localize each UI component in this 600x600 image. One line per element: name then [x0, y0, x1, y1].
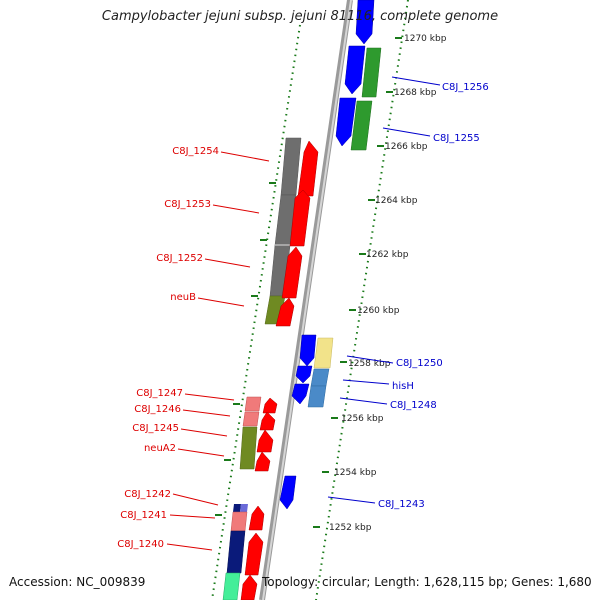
cds-c8j-1254	[280, 137, 302, 196]
gene-features-middle	[264, 137, 319, 327]
gene-label: C8J_1253	[164, 199, 211, 210]
gene-label: C8J_1255	[433, 133, 480, 144]
backbone	[259, 0, 353, 600]
gene-c8j-1246	[259, 411, 276, 431]
scale-label: 1266 kbp	[385, 142, 428, 152]
cds-c8j-1240	[226, 530, 246, 574]
gene-label: C8J_1243	[378, 499, 425, 510]
accession-label: Accession:	[9, 575, 73, 589]
cds-c8j-1241	[230, 511, 248, 532]
gene-c8j-1257	[355, 0, 375, 45]
gene-neub	[275, 297, 295, 327]
gene-c8j-1255	[335, 97, 357, 147]
scale-label: 1254 kbp	[334, 468, 377, 478]
gene-label: C8J_1254	[172, 146, 219, 157]
gene-label: C8J_1240	[117, 539, 164, 550]
gene-c8j-1254	[297, 140, 319, 197]
cds-c8j-1242	[233, 504, 241, 512]
gene-c8j-1253	[289, 189, 311, 247]
gene-c8j-1250	[299, 334, 317, 367]
topology-value: circular	[321, 575, 367, 589]
gene-label: hisH	[392, 381, 414, 392]
gene-neua2	[254, 451, 271, 472]
scale-label: 1256 kbp	[341, 414, 384, 424]
scale-label: 1252 kbp	[329, 523, 372, 533]
gene-c8j-1242	[248, 505, 265, 531]
scale-label: 1262 kbp	[366, 250, 409, 260]
right-callouts	[327, 76, 441, 504]
scale-label: 1270 kbp	[404, 34, 447, 44]
cds-c8j-1248	[307, 385, 327, 408]
cds-c8j-1246	[242, 411, 260, 427]
genome-summary: Topology: circular; Length: 1,628,115 bp…	[262, 575, 592, 589]
gene-features-top	[335, 0, 382, 151]
map-title: Campylobacter jejuni subsp. jejuni 81116…	[101, 9, 499, 24]
gene-label: neuB	[170, 292, 196, 303]
gene-c8j-1239	[240, 574, 258, 600]
gene-features-neua2	[239, 396, 278, 472]
length-value: 1,628,115 bp	[423, 575, 504, 589]
gene-label: C8J_1256	[442, 82, 489, 93]
cds-c8j-1250	[313, 337, 334, 369]
accession-value: NC_009839	[76, 575, 146, 589]
scale-label: 1260 kbp	[357, 306, 400, 316]
gene-c8j-1243	[279, 475, 297, 510]
cds-c8j-1245	[239, 426, 258, 470]
gene-hish	[295, 365, 313, 384]
cds-c8j-1256	[361, 47, 382, 98]
accession-info: Accession: NC_009839	[9, 575, 145, 589]
gene-features-bottom	[222, 504, 265, 600]
length-label: Length:	[374, 575, 420, 589]
genes-value: 1,680	[557, 575, 592, 589]
topology-label: Topology:	[262, 575, 319, 589]
gene-label: C8J_1245	[132, 423, 179, 434]
cds-c8j-1255	[350, 100, 373, 151]
scale-label: 1268 kbp	[394, 88, 437, 98]
scale-label: 1258 kbp	[348, 359, 391, 369]
gene-features-hish	[291, 334, 334, 408]
scale-labels: 1270 kbp 1268 kbp 1266 kbp 1264 kbp 1262…	[329, 34, 447, 533]
scale-ticks	[215, 37, 402, 528]
gene-c8j-1245	[256, 429, 274, 453]
scale-label: 1264 kbp	[375, 196, 418, 206]
scale-track	[211, 0, 409, 600]
cds-c8j-1239	[222, 572, 241, 600]
gene-label: C8J_1241	[120, 510, 167, 521]
right-gene-labels: C8J_1256 C8J_1255 C8J_1250 hisH C8J_1248…	[378, 82, 489, 510]
cds-hish	[310, 368, 330, 387]
genes-label: Genes:	[511, 575, 554, 589]
left-gene-labels: C8J_1254 C8J_1253 C8J_1252 neuB C8J_1247…	[117, 146, 219, 550]
gene-label: C8J_1247	[136, 388, 183, 399]
gene-c8j-1256	[344, 45, 366, 95]
gene-c8j-1240	[244, 532, 264, 576]
gene-label: C8J_1248	[390, 400, 437, 411]
gene-label: C8J_1252	[156, 253, 203, 264]
gene-c8j-1248	[291, 383, 310, 405]
gene-label: neuA2	[144, 443, 176, 454]
gene-label: C8J_1246	[134, 404, 181, 415]
left-callouts	[166, 151, 270, 551]
cds-c8j-1242b	[240, 504, 248, 512]
gene-c8j-1247	[262, 397, 278, 414]
cds-c8j-1247	[244, 396, 262, 412]
gene-label: C8J_1250	[396, 358, 443, 369]
gene-label: C8J_1242	[124, 489, 171, 500]
